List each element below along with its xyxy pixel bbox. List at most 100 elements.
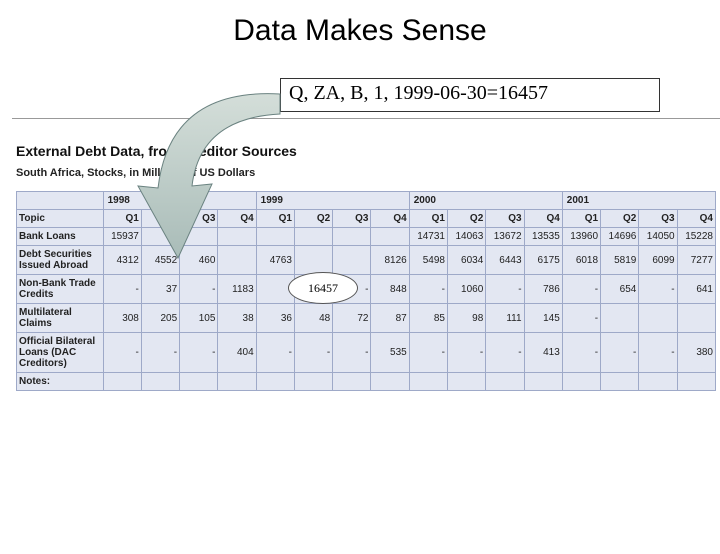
slide-title: Data Makes Sense xyxy=(0,14,720,48)
data-cell xyxy=(371,373,409,391)
data-cell xyxy=(677,304,715,333)
data-cell: 1060 xyxy=(448,275,486,304)
data-cell: 14050 xyxy=(639,228,677,246)
data-cell: 8126 xyxy=(371,246,409,275)
data-cell: 13672 xyxy=(486,228,524,246)
data-cell xyxy=(409,373,447,391)
section-heading: External Debt Data, from Creditor Source… xyxy=(16,143,720,159)
data-cell: 654 xyxy=(601,275,639,304)
data-cell: - xyxy=(409,275,447,304)
data-cell xyxy=(333,246,371,275)
topic-cell: Bank Loans xyxy=(17,228,104,246)
data-cell: 308 xyxy=(103,304,141,333)
q-label: Q1 xyxy=(562,210,600,228)
topic-cell: Debt Securities Issued Abroad xyxy=(17,246,104,275)
data-cell: - xyxy=(562,275,600,304)
sub-heading: South Africa, Stocks, in Millions of US … xyxy=(16,167,720,179)
data-cell: 14731 xyxy=(409,228,447,246)
data-cell: 111 xyxy=(486,304,524,333)
year-2001: 2001 xyxy=(562,192,715,210)
q-label: Q1 xyxy=(409,210,447,228)
data-cell xyxy=(601,373,639,391)
data-cell: - xyxy=(562,333,600,373)
data-cell: 72 xyxy=(333,304,371,333)
data-cell: - xyxy=(486,275,524,304)
data-cell: 535 xyxy=(371,333,409,373)
highlight-callout: 16457 xyxy=(288,272,358,304)
table-row: Debt Securities Issued Abroad43124552460… xyxy=(17,246,716,275)
data-cell: 38 xyxy=(218,304,256,333)
content-panel: External Debt Data, from Creditor Source… xyxy=(12,118,720,391)
data-cell: - xyxy=(562,304,600,333)
data-cell: 7277 xyxy=(677,246,715,275)
data-cell xyxy=(180,373,218,391)
data-cell: 13535 xyxy=(524,228,562,246)
topic-cell: Notes: xyxy=(17,373,104,391)
data-cell xyxy=(639,304,677,333)
data-cell: - xyxy=(180,333,218,373)
q-label: Q4 xyxy=(371,210,409,228)
data-cell: 85 xyxy=(409,304,447,333)
data-cell: 6034 xyxy=(448,246,486,275)
topic-cell: Multilateral Claims xyxy=(17,304,104,333)
data-cell: 6175 xyxy=(524,246,562,275)
table-body: Bank Loans159371473114063136721353513960… xyxy=(17,228,716,391)
data-cell: - xyxy=(601,333,639,373)
data-cell: 98 xyxy=(448,304,486,333)
data-cell: 14696 xyxy=(601,228,639,246)
table-row: Multilateral Claims308205105383648728785… xyxy=(17,304,716,333)
table-row: Official Bilateral Loans (DAC Creditors)… xyxy=(17,333,716,373)
topic-header: Topic xyxy=(17,210,104,228)
data-cell: 786 xyxy=(524,275,562,304)
q-label: Q3 xyxy=(486,210,524,228)
data-cell xyxy=(294,373,332,391)
data-cell: 6443 xyxy=(486,246,524,275)
data-cell: 5819 xyxy=(601,246,639,275)
data-cell xyxy=(639,373,677,391)
data-cell xyxy=(562,373,600,391)
data-cell xyxy=(218,373,256,391)
data-cell: - xyxy=(639,275,677,304)
data-cell: 848 xyxy=(371,275,409,304)
table-row: Bank Loans159371473114063136721353513960… xyxy=(17,228,716,246)
table-row: Notes: xyxy=(17,373,716,391)
q-label: Q4 xyxy=(524,210,562,228)
data-table: 1998 1999 2000 2001 Topic Q1 Q2 Q3 Q4 Q1… xyxy=(16,191,716,391)
data-cell: 14063 xyxy=(448,228,486,246)
formula-box: Q, ZA, B, 1, 1999-06-30=16457 xyxy=(280,78,660,112)
data-cell: 6099 xyxy=(639,246,677,275)
q-label: Q2 xyxy=(601,210,639,228)
data-cell: 413 xyxy=(524,333,562,373)
data-cell: 13960 xyxy=(562,228,600,246)
topic-cell: Official Bilateral Loans (DAC Creditors) xyxy=(17,333,104,373)
data-cell: 641 xyxy=(677,275,715,304)
q-label: Q2 xyxy=(448,210,486,228)
q-label: Q4 xyxy=(677,210,715,228)
year-header-row: 1998 1999 2000 2001 xyxy=(17,192,716,210)
data-cell: - xyxy=(256,333,294,373)
data-cell: - xyxy=(448,333,486,373)
table-row: Non-Bank Trade Credits-37-1183-942-848-1… xyxy=(17,275,716,304)
data-cell: 36 xyxy=(256,304,294,333)
data-cell: 48 xyxy=(294,304,332,333)
data-cell: - xyxy=(294,333,332,373)
data-cell: - xyxy=(333,333,371,373)
data-cell: 404 xyxy=(218,333,256,373)
data-cell: - xyxy=(103,333,141,373)
data-cell xyxy=(601,304,639,333)
data-cell: - xyxy=(409,333,447,373)
data-cell: 5498 xyxy=(409,246,447,275)
q-label: Q3 xyxy=(333,210,371,228)
data-cell: - xyxy=(639,333,677,373)
data-cell: 380 xyxy=(677,333,715,373)
data-table-wrap: 1998 1999 2000 2001 Topic Q1 Q2 Q3 Q4 Q1… xyxy=(16,191,720,391)
data-cell xyxy=(371,228,409,246)
data-cell: - xyxy=(141,333,179,373)
data-cell: 205 xyxy=(141,304,179,333)
data-cell: 87 xyxy=(371,304,409,333)
data-cell: 6018 xyxy=(562,246,600,275)
data-cell: 15228 xyxy=(677,228,715,246)
data-cell xyxy=(486,373,524,391)
data-cell: 145 xyxy=(524,304,562,333)
quarter-header-row: Topic Q1 Q2 Q3 Q4 Q1 Q2 Q3 Q4 Q1 Q2 Q3 Q… xyxy=(17,210,716,228)
